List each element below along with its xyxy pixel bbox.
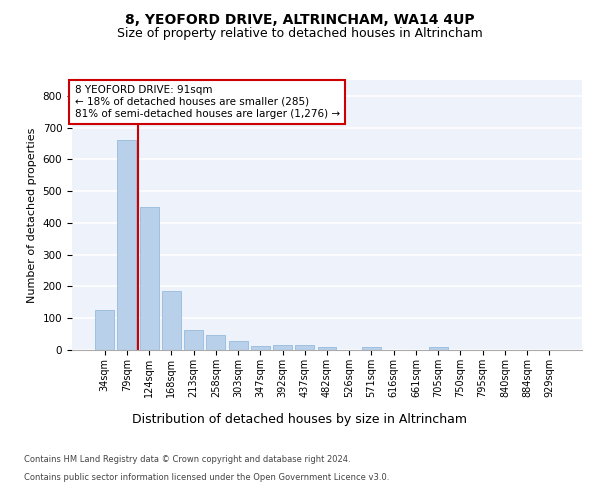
Bar — [229, 341, 248, 350]
Text: Contains public sector information licensed under the Open Government Licence v3: Contains public sector information licen… — [24, 472, 389, 482]
Text: Size of property relative to detached houses in Altrincham: Size of property relative to detached ho… — [117, 28, 483, 40]
Y-axis label: Number of detached properties: Number of detached properties — [27, 128, 37, 302]
Text: 8 YEOFORD DRIVE: 91sqm
← 18% of detached houses are smaller (285)
81% of semi-de: 8 YEOFORD DRIVE: 91sqm ← 18% of detached… — [74, 86, 340, 118]
Bar — [118, 140, 136, 350]
Text: Contains HM Land Registry data © Crown copyright and database right 2024.: Contains HM Land Registry data © Crown c… — [24, 455, 350, 464]
Bar — [362, 348, 381, 350]
Bar — [429, 348, 448, 350]
Bar — [162, 291, 181, 350]
Bar — [295, 345, 314, 350]
Bar — [317, 347, 337, 350]
Bar — [206, 335, 225, 350]
Bar — [273, 345, 292, 350]
Bar — [251, 346, 270, 350]
Text: 8, YEOFORD DRIVE, ALTRINCHAM, WA14 4UP: 8, YEOFORD DRIVE, ALTRINCHAM, WA14 4UP — [125, 12, 475, 26]
Bar — [95, 310, 114, 350]
Text: Distribution of detached houses by size in Altrincham: Distribution of detached houses by size … — [133, 412, 467, 426]
Bar — [184, 330, 203, 350]
Bar — [140, 207, 158, 350]
